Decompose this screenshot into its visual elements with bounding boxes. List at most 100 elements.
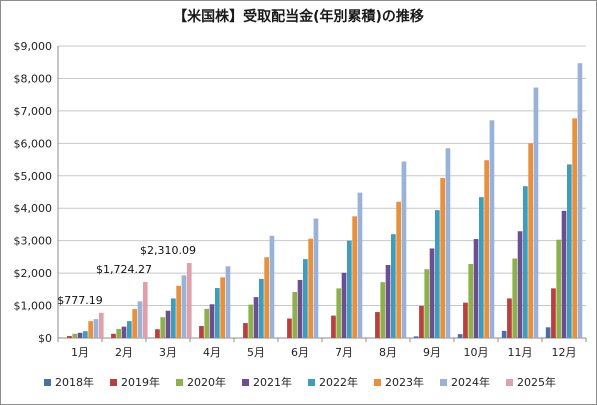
data-label: $777.19 <box>57 294 103 307</box>
x-tick-label: 4月 <box>203 346 221 359</box>
bar <box>313 218 319 338</box>
y-tick-label: $7,000 <box>14 105 53 118</box>
x-axis-ticks: 1月 2月 3月 4月 5月 6月 7月 8月 9月 10月 11月 12月 <box>57 338 587 359</box>
bar <box>83 331 88 338</box>
legend-swatch <box>308 379 315 386</box>
legend-label: 2025年 <box>517 375 556 389</box>
bar <box>341 272 347 338</box>
bar <box>512 258 518 338</box>
bar <box>567 164 572 338</box>
y-axis-ticks: $0 $1,000 $2,000 $3,000 $4,000 $5,000 $6,000 $7… <box>14 40 53 345</box>
bar <box>357 192 363 338</box>
bar <box>489 120 495 338</box>
bar <box>484 160 489 338</box>
bar <box>160 317 166 338</box>
bars <box>67 63 583 339</box>
y-tick-label: $5,000 <box>14 170 53 183</box>
legend-label: 2018年 <box>55 375 94 389</box>
bar <box>176 285 181 338</box>
bar <box>457 334 463 338</box>
bar <box>297 279 303 338</box>
bar <box>429 248 435 338</box>
legend-swatch <box>176 379 183 386</box>
bar <box>435 210 440 338</box>
bar <box>171 298 176 338</box>
bar <box>391 234 396 338</box>
bar <box>445 148 451 338</box>
data-label: $2,310.09 <box>140 244 196 257</box>
data-label: $1,724.27 <box>96 263 152 276</box>
data-labels: $777.19 $1,724.27 $2,310.09 <box>57 244 196 307</box>
bar <box>243 323 248 338</box>
y-tick-label: $3,000 <box>14 235 53 248</box>
bar <box>396 201 401 338</box>
x-tick-label: 5月 <box>247 346 265 359</box>
bar <box>220 277 225 338</box>
bar <box>225 266 231 338</box>
bar <box>165 310 171 338</box>
bar <box>479 197 484 338</box>
bar <box>556 239 562 338</box>
legend-label: 2024年 <box>451 375 490 389</box>
bar <box>331 315 336 338</box>
x-tick-label: 1月 <box>71 346 89 359</box>
bar <box>336 288 342 338</box>
bar <box>473 239 479 338</box>
legend-label: 2022年 <box>319 375 358 389</box>
x-tick-label: 12月 <box>552 346 577 359</box>
legend-label: 2023年 <box>385 375 424 389</box>
bar <box>347 240 352 338</box>
x-tick-label: 10月 <box>464 346 489 359</box>
x-tick-label: 9月 <box>423 346 441 359</box>
bar <box>561 210 567 338</box>
bar <box>551 288 556 338</box>
bar <box>533 87 539 338</box>
bar <box>545 327 551 338</box>
bar <box>269 235 275 338</box>
x-tick-label: 11月 <box>508 346 533 359</box>
bar <box>111 333 116 338</box>
y-tick-label: $1,000 <box>14 300 53 313</box>
bar <box>181 275 187 338</box>
bar <box>507 298 512 338</box>
bar <box>67 336 72 338</box>
bar <box>77 332 83 338</box>
y-tick-label: $2,000 <box>14 267 53 280</box>
bar <box>209 304 215 338</box>
bar <box>424 269 430 338</box>
bar <box>264 257 269 338</box>
bar <box>440 178 445 338</box>
bar <box>413 336 419 338</box>
legend-swatch <box>374 379 381 386</box>
bar <box>292 291 298 338</box>
bar <box>248 304 254 338</box>
bar <box>127 321 132 338</box>
bar <box>577 63 583 338</box>
y-tick-label: $9,000 <box>14 40 53 53</box>
bar <box>380 282 386 338</box>
y-tick-label: $4,000 <box>14 202 53 215</box>
bar <box>259 278 264 338</box>
x-tick-label: 6月 <box>291 346 309 359</box>
grid-lines <box>57 45 586 339</box>
bar <box>303 259 308 338</box>
y-tick-label: $0 <box>38 332 52 345</box>
x-tick-label: 8月 <box>379 346 397 359</box>
x-tick-label: 3月 <box>159 346 177 359</box>
bar <box>385 265 391 338</box>
bar <box>98 312 104 338</box>
bar <box>121 326 127 338</box>
bar <box>253 297 259 338</box>
y-tick-label: $6,000 <box>14 137 53 150</box>
legend-swatch <box>440 379 447 386</box>
bar <box>93 319 99 338</box>
bar <box>528 143 533 338</box>
bar <box>352 216 357 338</box>
bar <box>72 333 78 338</box>
bar <box>501 330 507 338</box>
y-tick-label: $8,000 <box>14 72 53 85</box>
bar <box>468 264 474 338</box>
bar <box>204 308 210 338</box>
bar <box>88 321 93 338</box>
